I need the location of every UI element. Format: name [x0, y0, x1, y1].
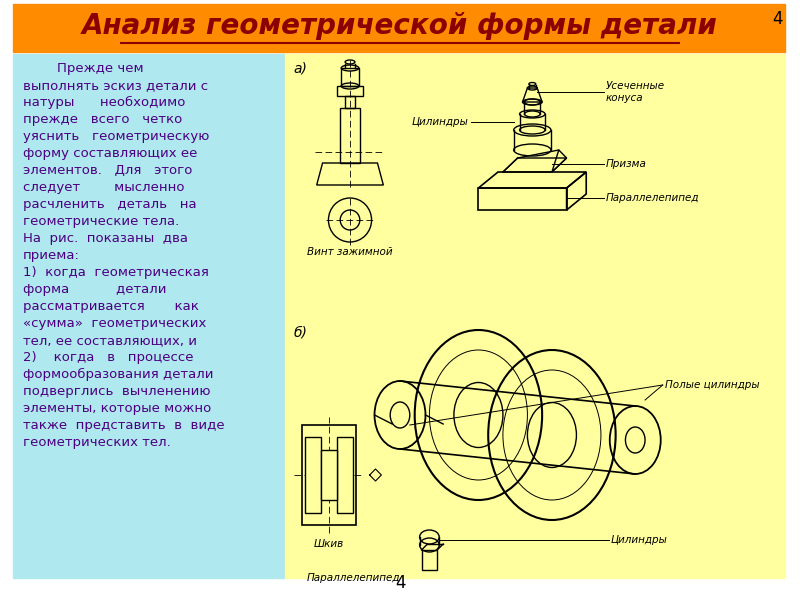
Bar	[338, 86, 362, 96]
Text: Параллелепипед: Параллелепипед	[307, 573, 400, 583]
Bar	[341, 68, 359, 86]
Text: 4: 4	[394, 574, 406, 592]
Text: Полые цилиндры: Полые цилиндры	[665, 380, 759, 390]
Bar	[13, 4, 786, 52]
Text: Цилиндры: Цилиндры	[610, 535, 668, 545]
Text: Усеченные
конуса: Усеченные конуса	[606, 81, 665, 103]
Text: Прежде чем
выполнять эскиз детали с
натуры      необходимо
прежде   всего   четк: Прежде чем выполнять эскиз детали с нату…	[22, 62, 224, 449]
Bar	[302, 425, 356, 525]
Bar	[338, 437, 353, 513]
Bar	[13, 54, 286, 578]
Bar	[321, 450, 338, 500]
Text: Цилиндры: Цилиндры	[412, 117, 469, 127]
Text: Анализ геометрической формы детали: Анализ геометрической формы детали	[82, 12, 718, 40]
Text: а): а)	[293, 62, 307, 76]
Bar	[286, 54, 786, 578]
Text: Параллелепипед: Параллелепипед	[606, 193, 699, 203]
Bar	[340, 108, 360, 163]
Text: Призма: Призма	[606, 159, 646, 169]
Text: Винт зажимной: Винт зажимной	[307, 247, 393, 257]
Bar	[422, 550, 438, 570]
Text: б): б)	[293, 326, 307, 340]
Bar	[478, 188, 566, 210]
Text: 4: 4	[772, 10, 782, 28]
Bar	[345, 96, 355, 108]
Text: Шкив: Шкив	[314, 539, 343, 549]
Bar	[305, 437, 321, 513]
